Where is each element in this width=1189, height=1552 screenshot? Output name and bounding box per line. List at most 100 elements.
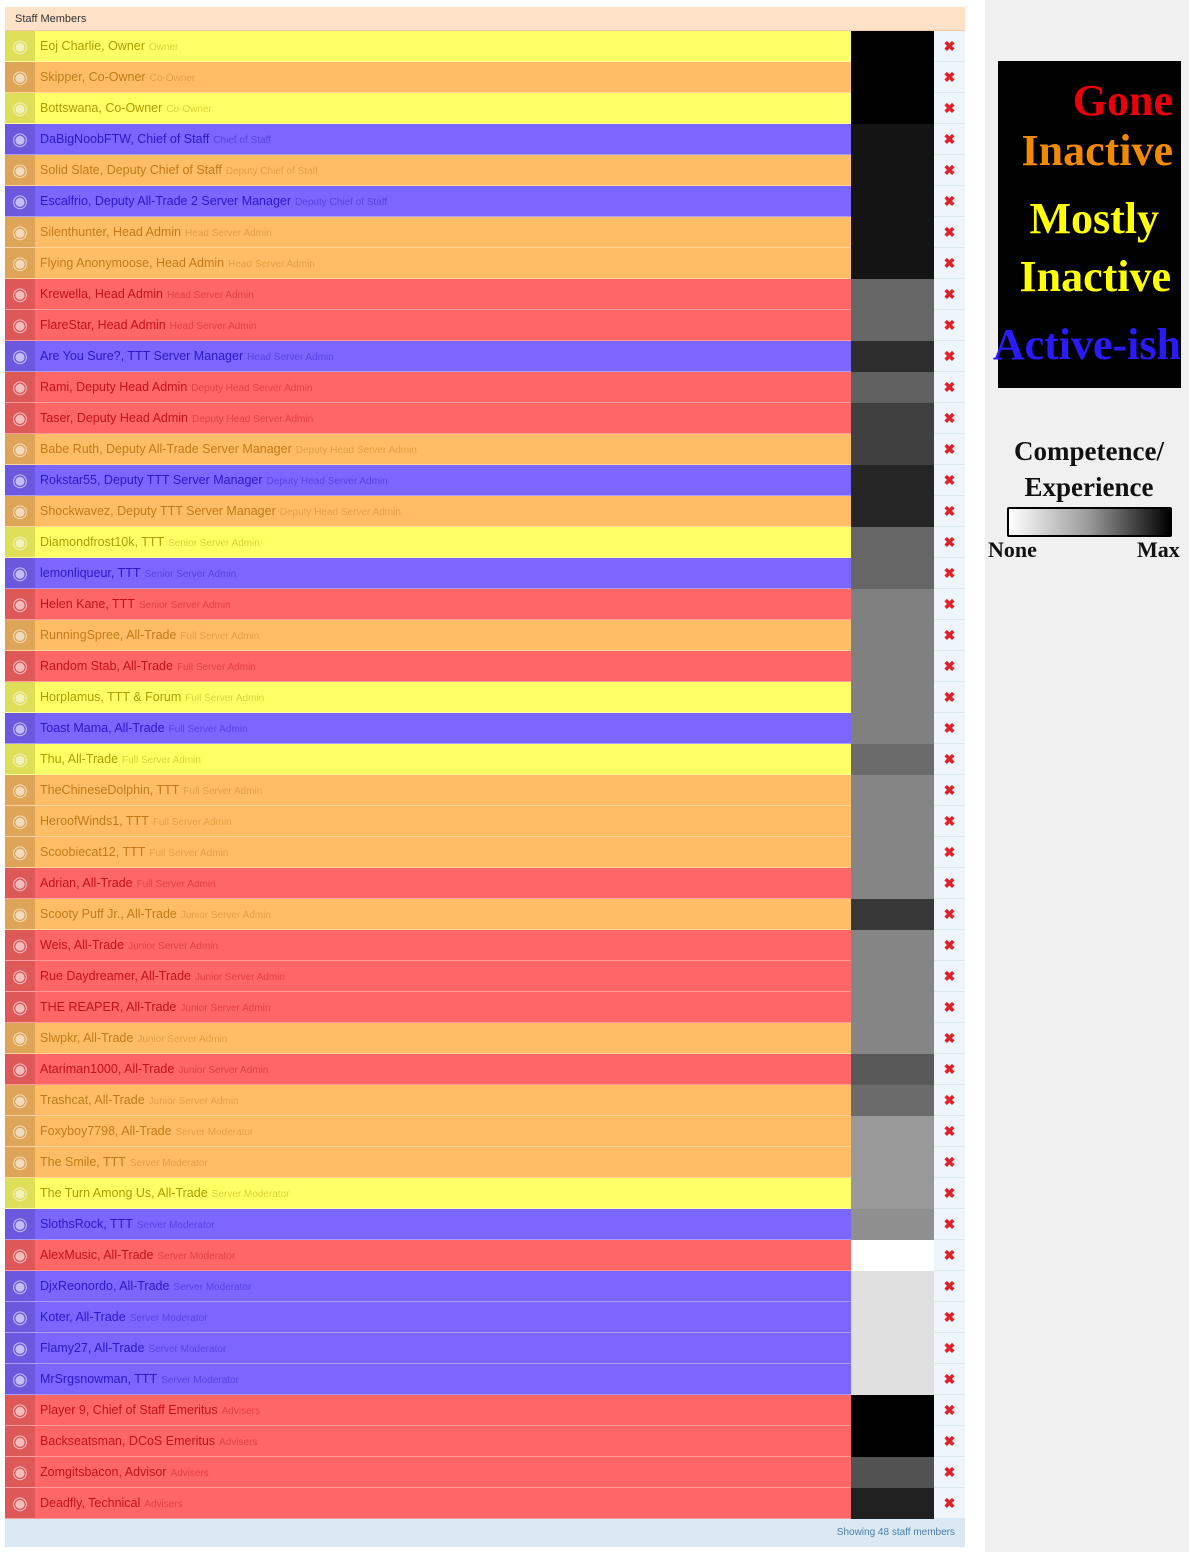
staff-entry[interactable]: ◉ AlexMusic, All-Trade Server Moderator	[5, 1240, 851, 1271]
staff-entry[interactable]: ◉ MrSrgsnowman, TTT Server Moderator	[5, 1364, 851, 1395]
staff-entry[interactable]: ◉ Rue Daydreamer, All-Trade Junior Server …	[5, 961, 851, 992]
close-icon[interactable]: ✖	[934, 279, 965, 310]
avatar[interactable]: ◉	[5, 341, 35, 371]
staff-entry[interactable]: ◉ Flying Anonymoose, Head Admin Head Serve…	[5, 248, 851, 279]
staff-name[interactable]: Helen Kane, TTT	[40, 597, 135, 611]
close-icon[interactable]: ✖	[934, 1178, 965, 1209]
staff-name[interactable]: Flying Anonymoose, Head Admin	[40, 256, 225, 270]
avatar[interactable]: ◉	[5, 93, 35, 123]
staff-name[interactable]: SlothsRock, TTT	[40, 1217, 133, 1231]
close-icon[interactable]: ✖	[934, 992, 965, 1023]
avatar[interactable]: ◉	[5, 1333, 35, 1363]
avatar[interactable]: ◉	[5, 1147, 35, 1177]
staff-name[interactable]: The Turn Among Us, All-Trade	[40, 1186, 208, 1200]
close-icon[interactable]: ✖	[934, 1116, 965, 1147]
staff-entry[interactable]: ◉ The Turn Among Us, All-Trade Server Mode…	[5, 1178, 851, 1209]
avatar[interactable]: ◉	[5, 651, 35, 681]
staff-entry[interactable]: ◉ Weis, All-Trade Junior Server Admin	[5, 930, 851, 961]
staff-name[interactable]: Shockwavez, Deputy TTT Server Manager	[40, 504, 276, 518]
staff-entry[interactable]: ◉ Are You Sure?, TTT Server Manager Head S…	[5, 341, 851, 372]
close-icon[interactable]: ✖	[934, 217, 965, 248]
staff-entry[interactable]: ◉ Krewella, Head Admin Head Server Admin	[5, 279, 851, 310]
avatar[interactable]: ◉	[5, 868, 35, 898]
staff-name[interactable]: Toast Mama, All-Trade	[40, 721, 165, 735]
staff-entry[interactable]: ◉ The Smile, TTT Server Moderator	[5, 1147, 851, 1178]
close-icon[interactable]: ✖	[934, 372, 965, 403]
staff-name[interactable]: Atariman1000, All-Trade	[40, 1062, 175, 1076]
staff-entry[interactable]: ◉ Random Stab, All-Trade Full Server Admin	[5, 651, 851, 682]
close-icon[interactable]: ✖	[934, 930, 965, 961]
staff-entry[interactable]: ◉ RunningSpree, All-Trade Full Server Admi…	[5, 620, 851, 651]
staff-name[interactable]: Random Stab, All-Trade	[40, 659, 173, 673]
staff-entry[interactable]: ◉ Taser, Deputy Head Admin Deputy Head Ser…	[5, 403, 851, 434]
staff-entry[interactable]: ◉ Escalfrio, Deputy All-Trade 2 Server Ma…	[5, 186, 851, 217]
avatar[interactable]: ◉	[5, 465, 35, 495]
avatar[interactable]: ◉	[5, 775, 35, 805]
staff-entry[interactable]: ◉ Deadfly, Technical Advisers	[5, 1488, 851, 1519]
close-icon[interactable]: ✖	[934, 713, 965, 744]
avatar[interactable]: ◉	[5, 155, 35, 185]
avatar[interactable]: ◉	[5, 1488, 35, 1518]
avatar[interactable]: ◉	[5, 1302, 35, 1332]
avatar[interactable]: ◉	[5, 527, 35, 557]
staff-entry[interactable]: ◉ Diamondfrost10k, TTT Senior Server Admin	[5, 527, 851, 558]
staff-name[interactable]: Foxyboy7798, All-Trade	[40, 1124, 172, 1138]
staff-name[interactable]: Zomgitsbacon, Advisor	[40, 1465, 167, 1479]
avatar[interactable]: ◉	[5, 620, 35, 650]
staff-name[interactable]: Solid Slate, Deputy Chief of Staff	[40, 163, 222, 177]
staff-name[interactable]: Escalfrio, Deputy All-Trade 2 Server Man…	[40, 194, 292, 208]
staff-name[interactable]: Rami, Deputy Head Admin	[40, 380, 188, 394]
staff-name[interactable]: Diamondfrost10k, TTT	[40, 535, 165, 549]
avatar[interactable]: ◉	[5, 682, 35, 712]
close-icon[interactable]: ✖	[934, 899, 965, 930]
staff-name[interactable]: MrSrgsnowman, TTT	[40, 1372, 158, 1386]
staff-entry[interactable]: ◉ Adrian, All-Trade Full Server Admin	[5, 868, 851, 899]
avatar[interactable]: ◉	[5, 310, 35, 340]
staff-entry[interactable]: ◉ DjxReonordo, All-Trade Server Moderator	[5, 1271, 851, 1302]
avatar[interactable]: ◉	[5, 1426, 35, 1456]
close-icon[interactable]: ✖	[934, 961, 965, 992]
close-icon[interactable]: ✖	[934, 1395, 965, 1426]
staff-name[interactable]: AlexMusic, All-Trade	[40, 1248, 154, 1262]
staff-name[interactable]: Scoobiecat12, TTT	[40, 845, 146, 859]
close-icon[interactable]: ✖	[934, 1364, 965, 1395]
avatar[interactable]: ◉	[5, 806, 35, 836]
staff-name[interactable]: Deadfly, Technical	[40, 1496, 141, 1510]
close-icon[interactable]: ✖	[934, 1333, 965, 1364]
staff-name[interactable]: HeroofWinds1, TTT	[40, 814, 149, 828]
staff-entry[interactable]: ◉ Shockwavez, Deputy TTT Server Manager De…	[5, 496, 851, 527]
staff-name[interactable]: Are You Sure?, TTT Server Manager	[40, 349, 244, 363]
staff-entry[interactable]: ◉ Scooty Puff Jr., All-Trade Junior Server…	[5, 899, 851, 930]
avatar[interactable]: ◉	[5, 1240, 35, 1270]
staff-name[interactable]: Rokstar55, Deputy TTT Server Manager	[40, 473, 263, 487]
avatar[interactable]: ◉	[5, 1116, 35, 1146]
close-icon[interactable]: ✖	[934, 1488, 965, 1519]
avatar[interactable]: ◉	[5, 1085, 35, 1115]
close-icon[interactable]: ✖	[934, 403, 965, 434]
staff-entry[interactable]: ◉ HeroofWinds1, TTT Full Server Admin	[5, 806, 851, 837]
close-icon[interactable]: ✖	[934, 1147, 965, 1178]
close-icon[interactable]: ✖	[934, 31, 965, 62]
staff-entry[interactable]: ◉ SlothsRock, TTT Server Moderator	[5, 1209, 851, 1240]
close-icon[interactable]: ✖	[934, 310, 965, 341]
avatar[interactable]: ◉	[5, 62, 35, 92]
staff-name[interactable]: Babe Ruth, Deputy All-Trade Server Manag…	[40, 442, 292, 456]
close-icon[interactable]: ✖	[934, 527, 965, 558]
avatar[interactable]: ◉	[5, 930, 35, 960]
avatar[interactable]: ◉	[5, 248, 35, 278]
avatar[interactable]: ◉	[5, 372, 35, 402]
staff-name[interactable]: Eoj Charlie, Owner	[40, 39, 145, 53]
close-icon[interactable]: ✖	[934, 1302, 965, 1333]
staff-entry[interactable]: ◉ Eoj Charlie, Owner Owner	[5, 31, 851, 62]
staff-entry[interactable]: ◉ TheChineseDolphin, TTT Full Server Admin	[5, 775, 851, 806]
avatar[interactable]: ◉	[5, 1395, 35, 1425]
staff-name[interactable]: Krewella, Head Admin	[40, 287, 163, 301]
avatar[interactable]: ◉	[5, 217, 35, 247]
staff-entry[interactable]: ◉ Rokstar55, Deputy TTT Server Manager Dep…	[5, 465, 851, 496]
avatar[interactable]: ◉	[5, 124, 35, 154]
avatar[interactable]: ◉	[5, 1054, 35, 1084]
staff-entry[interactable]: ◉ Trashcat, All-Trade Junior Server Admin	[5, 1085, 851, 1116]
close-icon[interactable]: ✖	[934, 1426, 965, 1457]
close-icon[interactable]: ✖	[934, 124, 965, 155]
close-icon[interactable]: ✖	[934, 248, 965, 279]
